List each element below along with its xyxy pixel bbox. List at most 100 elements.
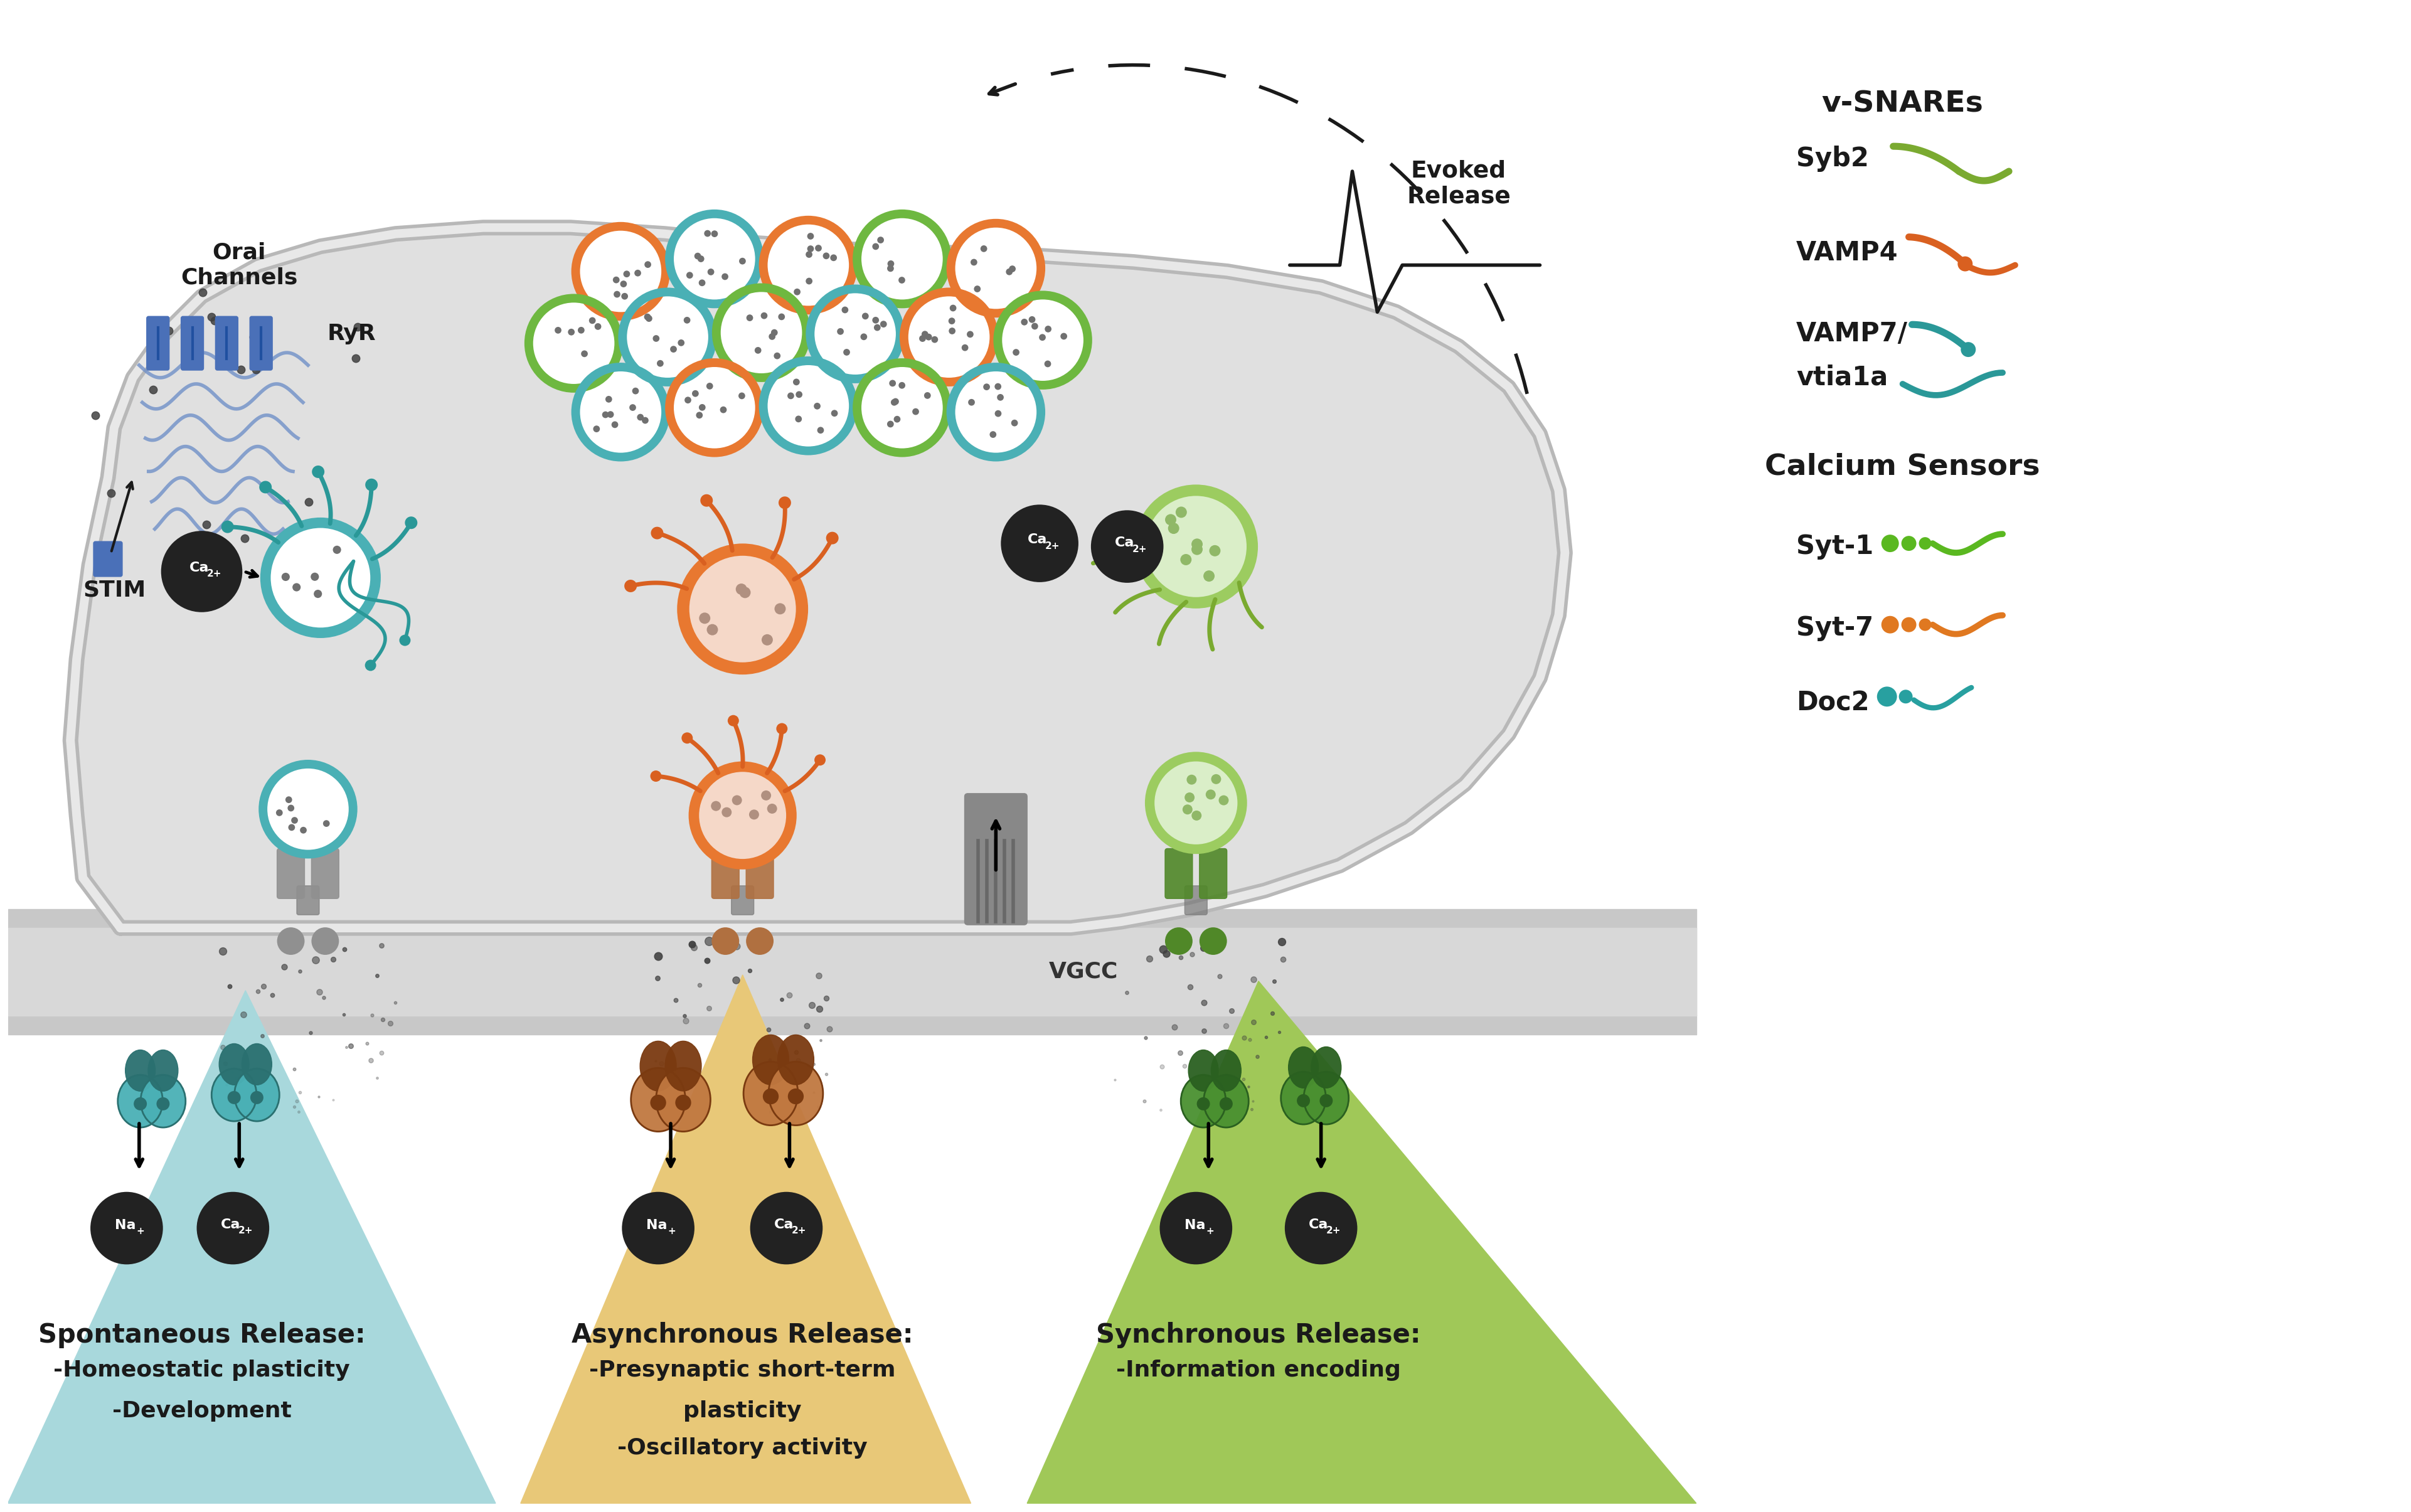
Circle shape [699,280,706,286]
Circle shape [1177,507,1186,517]
Text: Ca: Ca [222,1219,241,1231]
Circle shape [711,927,740,956]
Text: -Information encoding: -Information encoding [1116,1359,1401,1380]
Circle shape [856,213,948,304]
Text: VGCC: VGCC [1049,962,1119,983]
Circle shape [1005,269,1013,275]
Text: RyR: RyR [328,324,376,345]
Text: -Development: -Development [111,1400,292,1421]
Circle shape [788,393,793,399]
Circle shape [1165,927,1193,956]
Circle shape [699,612,711,624]
Text: STIM: STIM [82,579,145,600]
Circle shape [711,801,721,810]
Circle shape [829,254,837,262]
Circle shape [1220,1098,1232,1110]
Circle shape [1900,689,1912,703]
Circle shape [890,380,897,387]
Circle shape [687,272,692,278]
Circle shape [277,927,304,956]
Circle shape [738,393,745,399]
Circle shape [832,410,839,417]
Circle shape [1198,927,1227,956]
Circle shape [981,245,986,253]
Circle shape [682,732,692,744]
Circle shape [612,277,620,283]
FancyBboxPatch shape [311,848,340,898]
Circle shape [1010,420,1017,426]
Circle shape [747,314,752,321]
Circle shape [887,260,894,268]
Circle shape [651,771,661,782]
FancyBboxPatch shape [1184,886,1208,915]
Circle shape [1044,360,1051,367]
Circle shape [892,398,899,405]
FancyBboxPatch shape [147,316,169,370]
Circle shape [1878,686,1897,706]
Circle shape [615,290,620,298]
Circle shape [706,269,714,275]
Text: -Homeostatic plasticity: -Homeostatic plasticity [53,1359,350,1380]
Circle shape [793,289,800,295]
Circle shape [1032,324,1039,330]
Circle shape [670,363,759,452]
Circle shape [292,816,299,824]
Circle shape [873,243,880,249]
Circle shape [282,573,289,581]
Circle shape [605,396,612,402]
Circle shape [555,327,562,334]
Circle shape [721,807,731,818]
Text: Ca: Ca [1027,534,1046,546]
Circle shape [827,532,839,544]
Circle shape [878,237,885,243]
Circle shape [733,795,743,806]
Circle shape [1203,570,1215,582]
Circle shape [921,331,928,337]
Circle shape [289,824,294,830]
Text: Syt-7: Syt-7 [1796,615,1873,641]
Circle shape [1191,810,1201,821]
Circle shape [721,274,728,280]
Circle shape [810,289,899,380]
Circle shape [694,253,702,260]
Circle shape [861,334,868,340]
Circle shape [998,395,1003,401]
Circle shape [950,305,957,311]
Circle shape [740,587,750,599]
Circle shape [808,233,815,239]
Circle shape [856,363,948,452]
Circle shape [651,1095,665,1111]
Circle shape [923,392,931,399]
Circle shape [750,1191,822,1264]
Circle shape [755,346,762,354]
Circle shape [969,399,974,405]
Circle shape [1285,1191,1357,1264]
Circle shape [774,603,786,614]
Circle shape [620,281,627,287]
Circle shape [608,411,615,417]
Circle shape [1140,490,1251,603]
Circle shape [779,313,786,321]
Ellipse shape [1210,1049,1242,1092]
Circle shape [265,523,376,634]
Circle shape [880,321,887,328]
Text: Ca: Ca [1309,1219,1328,1231]
FancyBboxPatch shape [731,886,755,915]
Text: Na: Na [1184,1219,1206,1231]
Circle shape [576,227,665,316]
Circle shape [1165,514,1177,525]
Text: 2+: 2+ [791,1226,805,1235]
Circle shape [996,410,1001,417]
Circle shape [670,213,759,304]
Circle shape [612,422,617,428]
Ellipse shape [743,1061,798,1125]
Circle shape [697,411,702,419]
Text: +: + [1206,1226,1213,1235]
Circle shape [972,259,976,266]
Circle shape [948,318,955,325]
Text: v-SNAREs: v-SNAREs [1823,91,1984,118]
Text: Doc2: Doc2 [1796,689,1869,717]
Circle shape [157,1098,169,1110]
Circle shape [581,351,588,357]
Circle shape [569,328,574,336]
